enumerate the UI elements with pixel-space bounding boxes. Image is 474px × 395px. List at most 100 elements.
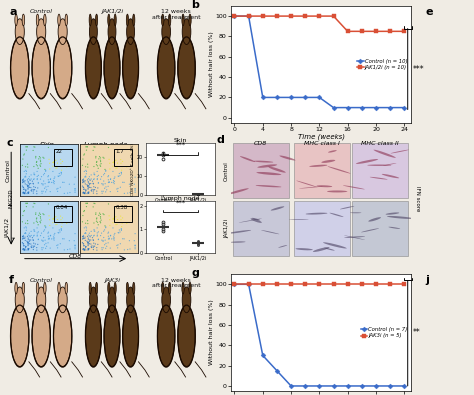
- Ellipse shape: [382, 174, 399, 178]
- FancyBboxPatch shape: [352, 143, 408, 198]
- Ellipse shape: [15, 14, 18, 26]
- Control (n = 7): [302, 384, 308, 388]
- Ellipse shape: [22, 14, 25, 26]
- Text: Skin: Skin: [40, 142, 55, 148]
- Ellipse shape: [313, 247, 329, 252]
- Ellipse shape: [350, 212, 361, 213]
- Ellipse shape: [374, 150, 396, 158]
- Ellipse shape: [240, 156, 255, 162]
- JAK1/2i (n = 10): [288, 14, 294, 19]
- Control (n = 7): [387, 384, 393, 388]
- Ellipse shape: [157, 306, 175, 367]
- Ellipse shape: [133, 282, 135, 294]
- Ellipse shape: [189, 282, 191, 294]
- JAK1/2i (n = 10): [345, 29, 350, 34]
- Ellipse shape: [36, 19, 46, 45]
- Text: j: j: [425, 275, 429, 285]
- Text: JAK1/2i: JAK1/2i: [101, 9, 123, 15]
- Ellipse shape: [104, 306, 120, 367]
- Ellipse shape: [162, 287, 171, 313]
- Text: NKG2D: NKG2D: [9, 189, 14, 208]
- Line: Control (n = 7): Control (n = 7): [233, 282, 406, 388]
- JAK3i (n = 5): [302, 282, 308, 287]
- Control (n = 10): [288, 95, 294, 100]
- Ellipse shape: [95, 14, 98, 26]
- Ellipse shape: [133, 14, 135, 26]
- Control (n = 10): [317, 95, 322, 100]
- Ellipse shape: [162, 282, 164, 294]
- Control (n = 10): [232, 14, 237, 19]
- Control (n = 7): [373, 384, 379, 388]
- Control (n = 7): [401, 384, 407, 388]
- Ellipse shape: [328, 150, 337, 152]
- Control (n = 7): [331, 384, 337, 388]
- Ellipse shape: [182, 14, 184, 26]
- Ellipse shape: [324, 248, 335, 250]
- Text: Control: Control: [224, 161, 229, 181]
- Ellipse shape: [389, 227, 400, 229]
- Ellipse shape: [257, 164, 277, 168]
- Text: b: b: [191, 0, 199, 10]
- Ellipse shape: [104, 38, 120, 98]
- Ellipse shape: [182, 287, 191, 313]
- Ellipse shape: [387, 216, 413, 219]
- JAK1/2i (n = 10): [302, 14, 308, 19]
- Text: **: **: [413, 328, 421, 337]
- Ellipse shape: [15, 287, 24, 313]
- Text: c: c: [7, 138, 14, 149]
- Ellipse shape: [323, 242, 346, 248]
- Ellipse shape: [182, 282, 184, 294]
- Ellipse shape: [36, 287, 46, 313]
- Text: Lymph node: Lymph node: [84, 142, 127, 148]
- Ellipse shape: [178, 306, 195, 367]
- JAK3i (n = 5): [387, 282, 393, 287]
- Ellipse shape: [261, 230, 279, 234]
- Control (n = 7): [288, 384, 294, 388]
- Legend: Control (n = 7), JAK3i (n = 5): Control (n = 7), JAK3i (n = 5): [359, 326, 409, 339]
- Ellipse shape: [252, 218, 260, 220]
- Control (n = 7): [317, 384, 322, 388]
- Ellipse shape: [90, 287, 97, 313]
- JAK3i (n = 5): [401, 282, 407, 287]
- Ellipse shape: [54, 38, 72, 98]
- Ellipse shape: [32, 306, 50, 367]
- Text: Control: Control: [30, 278, 53, 283]
- Ellipse shape: [383, 163, 396, 166]
- Ellipse shape: [36, 282, 39, 294]
- Ellipse shape: [227, 188, 249, 195]
- JAK1/2i (n = 10): [246, 14, 252, 19]
- Ellipse shape: [239, 218, 262, 223]
- Ellipse shape: [344, 236, 365, 238]
- JAK1/2i (n = 10): [260, 14, 265, 19]
- Ellipse shape: [123, 306, 138, 367]
- JAK1/2i (n = 10): [373, 29, 379, 34]
- Ellipse shape: [391, 150, 409, 153]
- JAK1/2i (n = 10): [331, 14, 337, 19]
- Y-axis label: Without hair loss (%): Without hair loss (%): [209, 32, 214, 97]
- Control (n = 7): [260, 353, 265, 358]
- Text: 12 weeks
after treatment: 12 weeks after treatment: [152, 278, 201, 288]
- Ellipse shape: [127, 19, 135, 45]
- Control (n = 7): [232, 282, 237, 287]
- Text: e: e: [425, 7, 433, 17]
- Text: Control: Control: [30, 9, 53, 15]
- Ellipse shape: [108, 287, 116, 313]
- Ellipse shape: [90, 19, 97, 45]
- Text: f: f: [9, 275, 14, 285]
- Ellipse shape: [89, 14, 91, 26]
- Ellipse shape: [85, 306, 101, 367]
- Ellipse shape: [289, 219, 309, 220]
- Text: JAK1/2
i: JAK1/2 i: [6, 218, 17, 238]
- Ellipse shape: [254, 161, 273, 163]
- Ellipse shape: [225, 230, 251, 234]
- JAK3i (n = 5): [345, 282, 350, 287]
- Ellipse shape: [58, 287, 67, 313]
- Ellipse shape: [15, 282, 18, 294]
- Ellipse shape: [327, 190, 347, 192]
- Ellipse shape: [126, 282, 128, 294]
- Text: g: g: [191, 268, 199, 278]
- Ellipse shape: [328, 166, 351, 173]
- Control (n = 10): [373, 105, 379, 110]
- FancyBboxPatch shape: [352, 201, 408, 256]
- Ellipse shape: [329, 213, 344, 217]
